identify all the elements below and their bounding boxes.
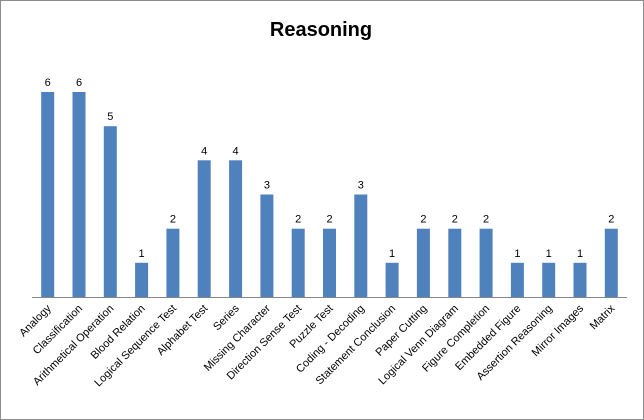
bar [416,228,430,297]
data-labels-group: 6 6 5 1 2 4 4 3 2 2 3 1 2 2 2 1 1 1 2 [45,77,615,260]
data-label: 2 [608,214,614,226]
data-label: 2 [483,214,489,226]
data-label: 2 [326,214,332,226]
data-label: 3 [358,180,364,192]
bar [323,228,336,297]
bars-group [41,92,618,297]
x-tick-label: Blood Relation [89,303,148,362]
bar [604,228,618,297]
data-label: 2 [452,214,458,226]
bar [542,262,556,297]
data-label: 4 [201,145,207,157]
data-label: 3 [264,180,270,192]
data-label: 1 [577,248,583,260]
bar [510,262,524,297]
x-tick-label: Matrix [588,302,618,332]
bar [291,228,305,297]
chart-title: Reasoning [270,19,372,41]
data-label: 2 [420,214,426,226]
data-label: 1 [389,248,395,260]
bar [135,262,149,297]
data-label: 6 [76,77,82,89]
bar [354,194,368,297]
bar [573,262,587,297]
bar [385,262,399,297]
bar [260,194,274,297]
data-label: 2 [170,214,176,226]
data-label: 2 [295,214,301,226]
data-label: 1 [546,248,552,260]
data-label: 1 [514,248,520,260]
data-label: 6 [45,77,51,89]
bar [103,126,117,297]
bar [41,92,55,297]
data-label: 4 [233,145,239,157]
bar [479,228,493,297]
bar [229,160,243,297]
bar [197,160,211,297]
bar [72,92,86,297]
data-label: 5 [107,111,113,123]
bar [448,228,462,297]
data-label: 1 [139,248,145,260]
bar [166,228,180,297]
